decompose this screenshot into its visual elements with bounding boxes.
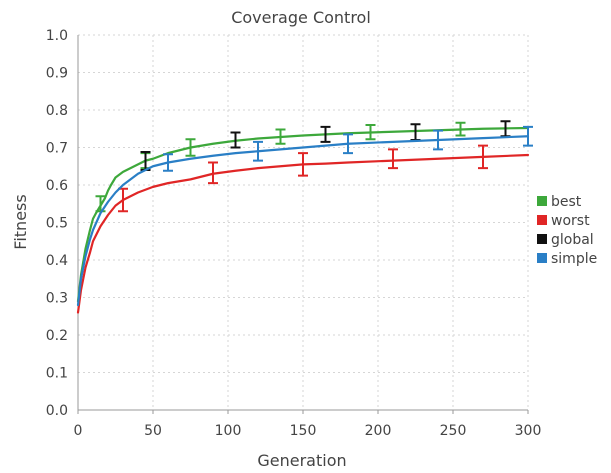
legend-label-global: global [551,232,594,248]
series-layer [76,120,533,314]
y-tick-label: 0.8 [46,103,68,119]
axis-layer: 0.0 0.1 0.2 0.3 0.4 0.5 0.6 0.7 0.8 0.9 1.0 0 50 100 1… [46,28,542,439]
x-tick-label: 0 [74,423,83,439]
error-bar-worst [208,161,218,185]
error-bar-global [230,131,241,149]
error-bar-worst [298,152,308,177]
legend-swatch-worst [537,215,547,225]
error-bar-worst [388,148,398,170]
x-tick-label: 250 [440,423,467,439]
error-bar-best [185,138,196,157]
y-tick-label: 0.2 [46,328,68,344]
chart-title: Coverage Control [231,8,371,27]
error-bar-global [320,125,331,143]
series-line-worst [76,153,530,314]
error-bar-simple [253,140,263,162]
error-bar-simple [433,129,443,151]
legend-swatch-global [537,234,547,244]
error-bar-best [365,124,376,141]
error-bar-simple [523,125,533,147]
x-tick-label: 50 [144,423,162,439]
x-tick-label: 150 [290,423,317,439]
error-bar-simple [343,133,353,155]
legend-label-simple: simple [551,251,597,267]
legend-label-worst: worst [551,213,590,229]
legend-swatch-best [537,196,547,206]
grid-layer [77,34,529,411]
legend-layer: best worst global simple [537,194,597,267]
y-tick-label: 0.0 [46,403,68,419]
y-tick-label: 0.9 [46,66,68,82]
x-tick-label: 300 [515,423,542,439]
y-tick-label: 0.3 [46,291,68,307]
error-bar-simple [163,153,173,172]
y-tick-label: 0.5 [46,216,68,232]
legend-swatch-simple [537,253,547,263]
y-tick-label: 0.7 [46,141,68,157]
y-tick-label: 0.6 [46,178,68,194]
y-tick-label: 0.1 [46,366,68,382]
y-tick-label: 1.0 [46,28,68,44]
x-axis-title: Generation [257,451,346,470]
y-axis-title: Fitness [11,194,30,249]
series-line-simple [76,135,530,307]
legend-label-best: best [551,194,582,210]
error-bar-best [455,121,466,137]
y-tick-label: 0.4 [46,253,68,269]
error-bar-best [275,128,286,145]
error-bar-worst [478,144,488,170]
x-tick-label: 100 [215,423,242,439]
x-tick-label: 200 [365,423,392,439]
